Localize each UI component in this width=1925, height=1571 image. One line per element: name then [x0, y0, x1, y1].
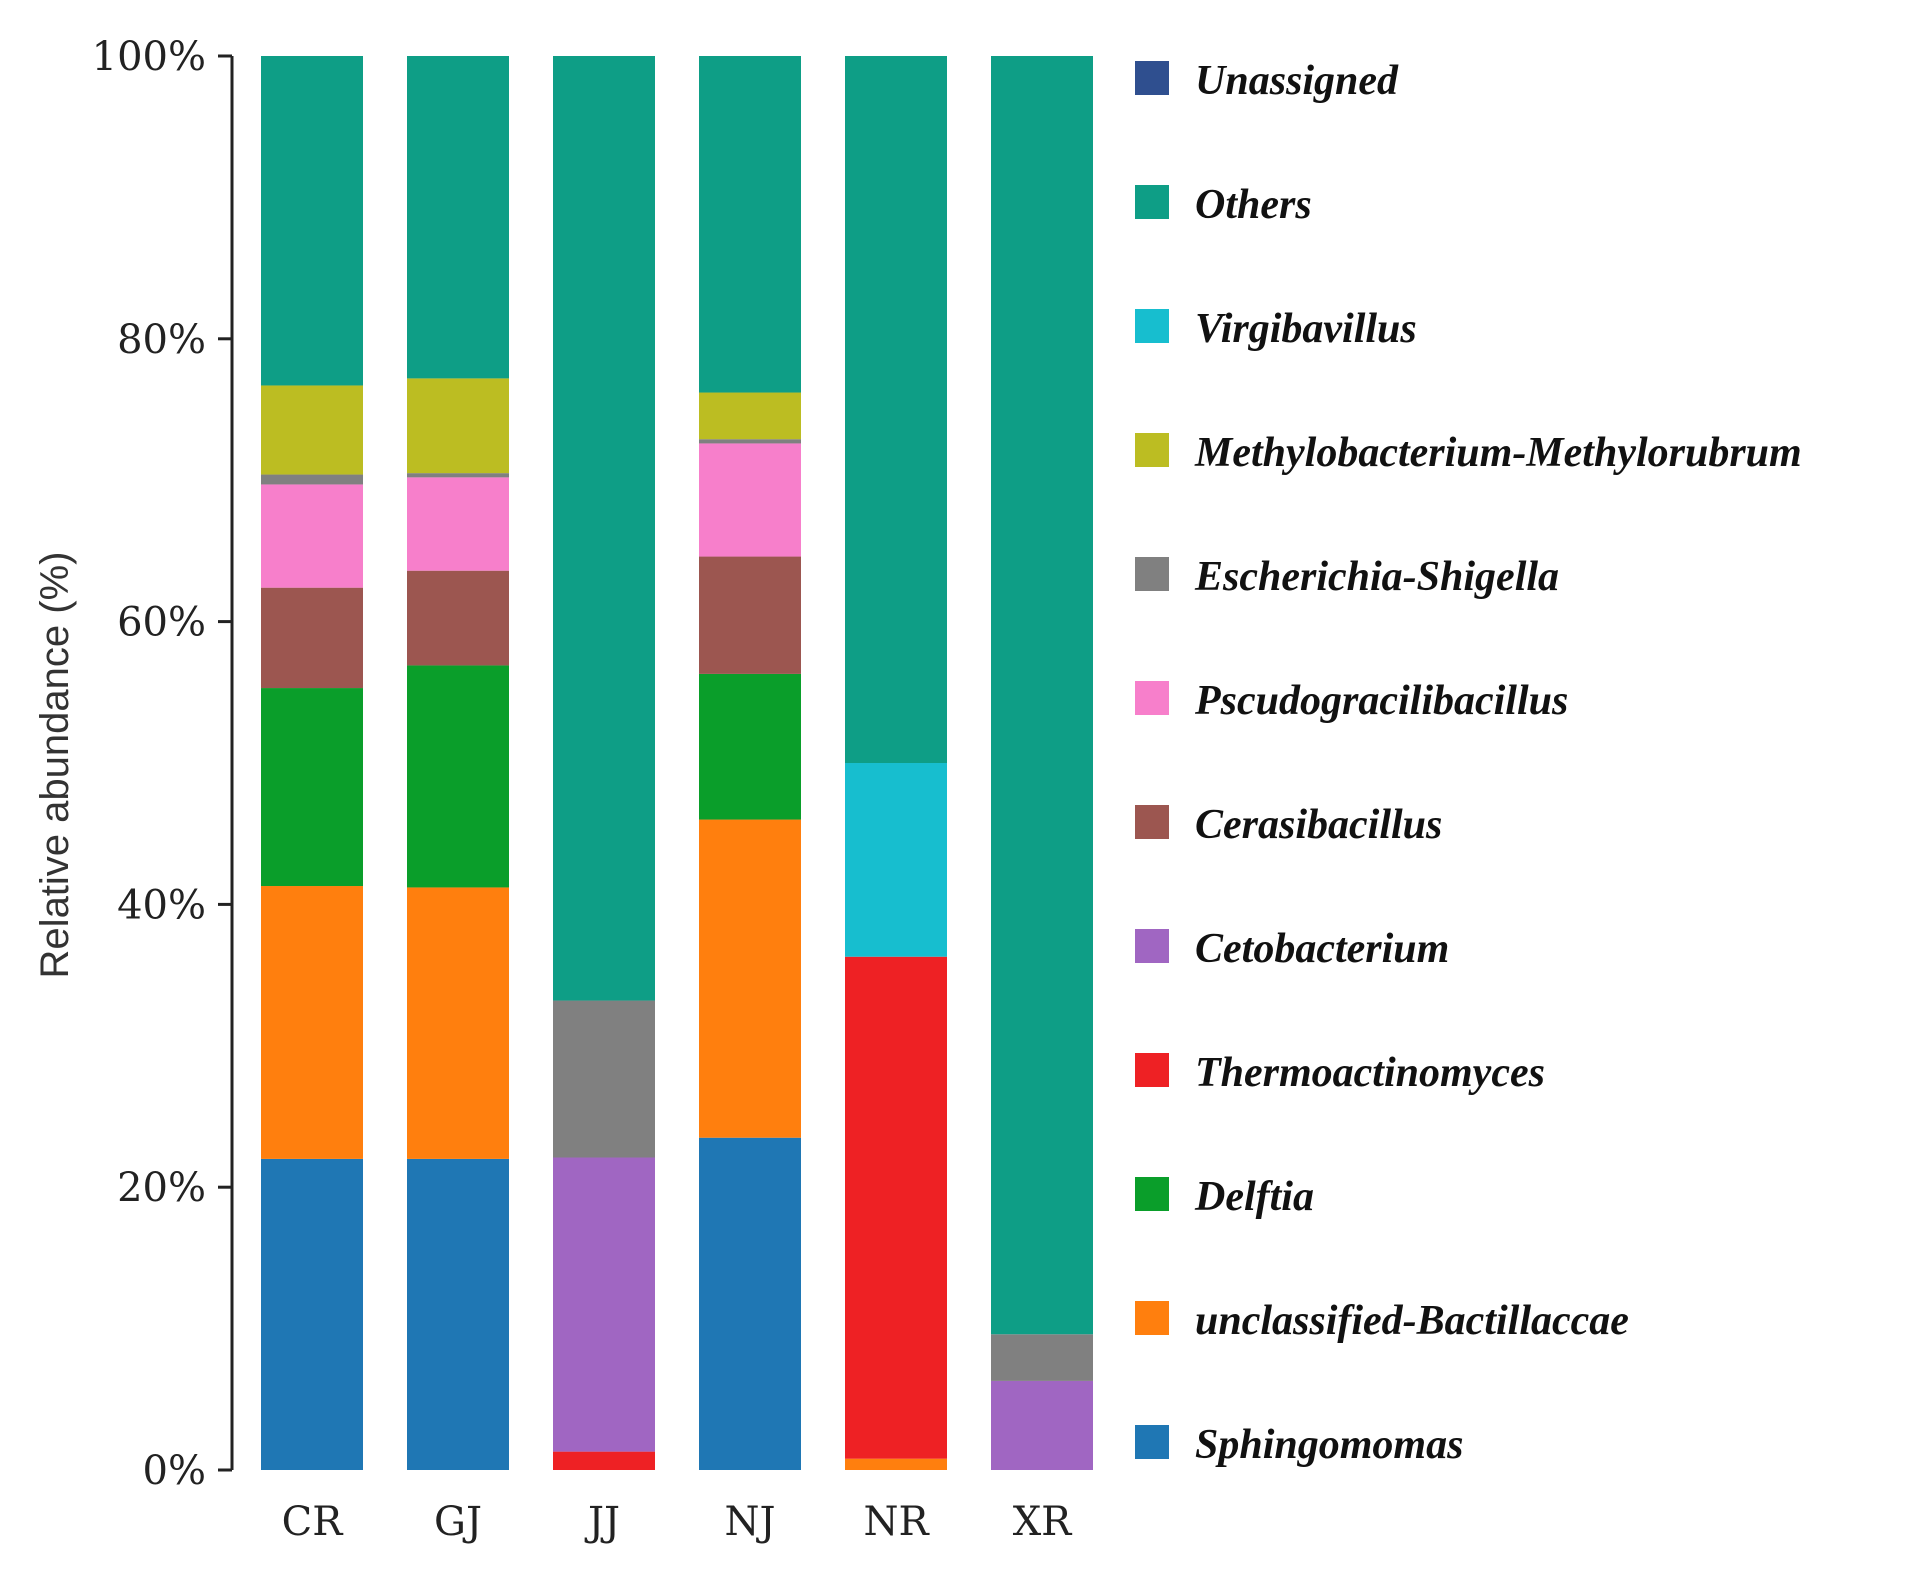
bar-segment-gj-escherichia-shigella: [407, 473, 509, 478]
bar-segment-gj-unclassified-bactillaccae: [407, 887, 509, 1159]
bar-segment-cr-delftia: [261, 688, 363, 887]
x-category-label: NJ: [724, 1499, 775, 1545]
legend-label: Thermoactinomyces: [1195, 1050, 1545, 1096]
legend-swatch: [1135, 1425, 1169, 1459]
legend-swatch: [1135, 805, 1169, 839]
bar-segment-nj-delftia: [699, 673, 801, 820]
x-axis-category-labels: CR GJ JJ NJ NR XR: [282, 1499, 1074, 1545]
bar-segment-cr-sphingomomas: [261, 1158, 363, 1470]
legend-label: Unassigned: [1195, 58, 1399, 104]
legend-swatch: [1135, 557, 1169, 591]
y-tick-label: 100%: [92, 34, 206, 80]
bar-segment-jj-escherichia-shigella: [553, 1000, 655, 1158]
legend-label: Methylobacterium-Methylorubrum: [1194, 430, 1802, 476]
legend-label: Pscudogracilibacillus: [1194, 678, 1568, 724]
bars: [261, 56, 1093, 1470]
y-tick-label: 20%: [117, 1165, 206, 1211]
x-category-label: XR: [1013, 1499, 1073, 1545]
bar-segment-cr-others: [261, 56, 363, 386]
legend-label: Others: [1195, 182, 1312, 228]
bar-segment-jj-others: [553, 56, 655, 1001]
legend-label: Virgibavillus: [1195, 306, 1417, 352]
y-tick-label: 0%: [143, 1448, 206, 1494]
bar-segment-gj-sphingomomas: [407, 1158, 509, 1470]
bar-segment-gj-pscudogracilibacillus: [407, 477, 509, 571]
legend-swatch: [1135, 309, 1169, 343]
x-category-label: JJ: [584, 1499, 620, 1545]
legend-label: Escherichia-Shigella: [1194, 554, 1559, 600]
x-category-label: GJ: [434, 1499, 482, 1545]
legend: Unassigned Others Virgibavillus Methylobact…: [1135, 58, 1802, 1468]
legend-swatch: [1135, 61, 1169, 95]
bar-segment-nj-cerasibacillus: [699, 556, 801, 674]
bar-segment-xr-others: [991, 56, 1093, 1335]
y-tick-label: 40%: [117, 882, 206, 928]
bar-segment-nj-sphingomomas: [699, 1137, 801, 1470]
legend-label: Delftia: [1194, 1174, 1314, 1220]
legend-swatch: [1135, 433, 1169, 467]
bar-segment-nr-unclassified-bactillaccae: [845, 1458, 947, 1470]
bar-segment-gj-methylobacterium-methylorubrum: [407, 378, 509, 474]
bar-segment-cr-cerasibacillus: [261, 587, 363, 689]
bar-segment-cr-pscudogracilibacillus: [261, 484, 363, 588]
bar-segment-gj-delftia: [407, 665, 509, 888]
bar-segment-nj-pscudogracilibacillus: [699, 443, 801, 557]
legend-label: Cetobacterium: [1195, 926, 1449, 972]
bar-segment-cr-methylobacterium-methylorubrum: [261, 385, 363, 475]
bar-segment-nr-thermoactinomyces: [845, 956, 947, 1459]
y-axis-ticks: 0% 20% 40% 60% 80% 100%: [92, 34, 232, 1494]
bar-segment-jj-thermoactinomyces: [553, 1451, 655, 1470]
legend-swatch: [1135, 1301, 1169, 1335]
x-category-label: NR: [863, 1499, 930, 1545]
legend-label: Sphingomomas: [1195, 1422, 1463, 1468]
bar-segment-cr-escherichia-shigella: [261, 474, 363, 485]
x-category-label: CR: [282, 1499, 345, 1545]
legend-swatch: [1135, 681, 1169, 715]
bar-segment-nj-unclassified-bactillaccae: [699, 819, 801, 1138]
legend-label: Cerasibacillus: [1195, 802, 1442, 848]
bar-segment-jj-cetobacterium: [553, 1157, 655, 1452]
legend-label: unclassified-Bactillaccae: [1195, 1298, 1629, 1344]
y-tick-label: 80%: [117, 317, 206, 363]
bar-segment-nj-others: [699, 56, 801, 393]
bar-segment-nr-others: [845, 56, 947, 763]
bar-segment-xr-escherichia-shigella: [991, 1334, 1093, 1381]
bar-segment-nj-escherichia-shigella: [699, 439, 801, 444]
y-axis-title: Relative abundance (%): [33, 552, 77, 979]
bar-segment-xr-cetobacterium: [991, 1380, 1093, 1470]
y-tick-label: 60%: [117, 600, 206, 646]
bar-segment-gj-cerasibacillus: [407, 570, 509, 666]
bar-segment-cr-unclassified-bactillaccae: [261, 886, 363, 1159]
legend-swatch: [1135, 929, 1169, 963]
legend-swatch: [1135, 185, 1169, 219]
legend-swatch: [1135, 1053, 1169, 1087]
bar-segment-nr-virgibavillus: [845, 763, 947, 957]
legend-swatch: [1135, 1177, 1169, 1211]
bar-segment-nj-methylobacterium-methylorubrum: [699, 392, 801, 440]
bar-segment-gj-others: [407, 56, 509, 379]
